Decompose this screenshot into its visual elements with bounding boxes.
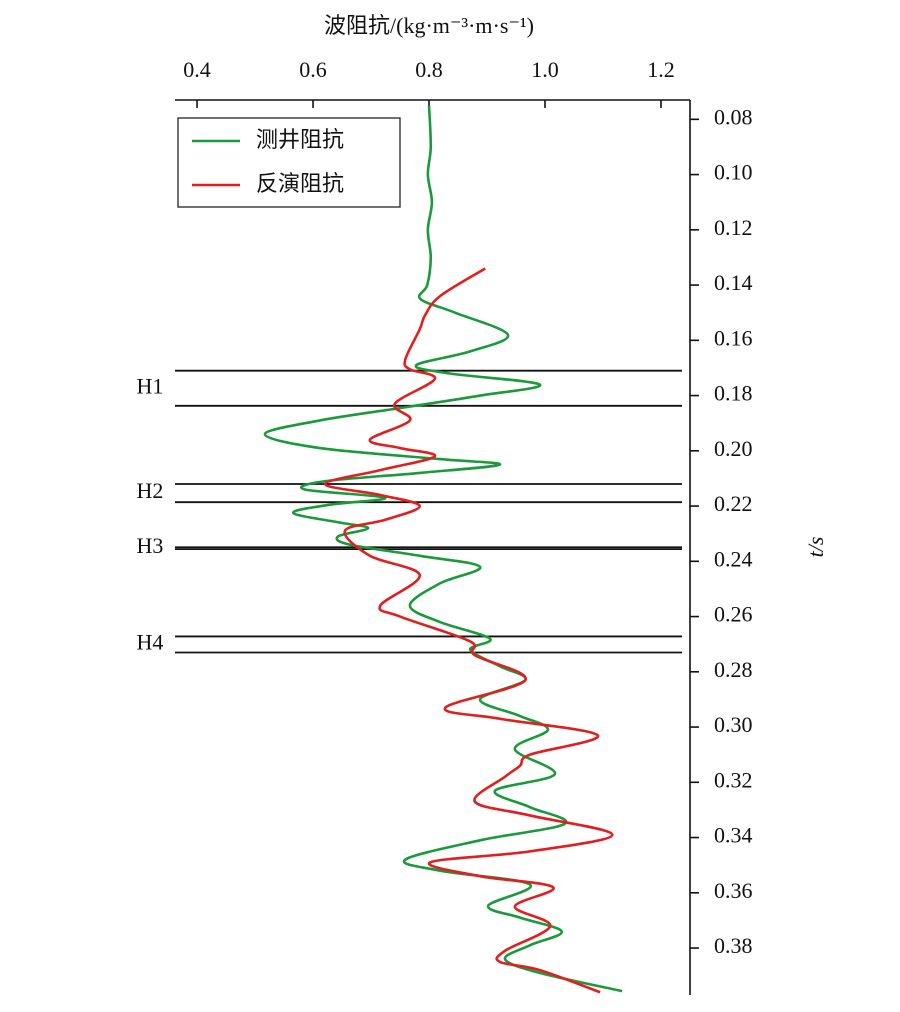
y-tick-label: 0.32 <box>714 767 753 792</box>
horizon-label: H3 <box>137 533 164 558</box>
y-tick-label: 0.38 <box>714 933 753 958</box>
chart-title: 波阻抗/(kg·m⁻³·m·s⁻¹) <box>324 13 534 38</box>
horizon-label: H2 <box>137 478 164 503</box>
y-tick-label: 0.24 <box>714 546 753 571</box>
y-tick-label: 0.12 <box>714 215 753 240</box>
y-tick-label: 0.20 <box>714 436 753 461</box>
y-tick-label: 0.18 <box>714 381 753 406</box>
y-tick-label: 0.36 <box>714 878 753 903</box>
x-tick-label: 0.6 <box>299 57 327 82</box>
legend-box <box>177 117 401 208</box>
horizon-label: H1 <box>137 373 164 398</box>
x-tick-label: 0.8 <box>415 57 443 82</box>
y-tick-label: 0.30 <box>714 712 753 737</box>
y-tick-label: 0.10 <box>714 160 753 185</box>
horizon-label: H4 <box>137 630 164 655</box>
y-tick-label: 0.22 <box>714 491 753 516</box>
x-tick-label: 1.2 <box>647 57 675 82</box>
y-tick-label: 0.08 <box>714 104 753 129</box>
y-axis-label: t/s <box>803 537 828 558</box>
legend-label: 测井阻抗 <box>256 128 344 153</box>
y-tick-label: 0.26 <box>714 602 753 627</box>
series-line <box>323 267 614 994</box>
x-tick-label: 0.4 <box>183 57 211 82</box>
legend-label: 反演阻抗 <box>256 172 344 197</box>
y-tick-label: 0.34 <box>714 823 753 848</box>
x-tick-label: 1.0 <box>531 57 559 82</box>
y-tick-label: 0.16 <box>714 325 753 350</box>
y-tick-label: 0.28 <box>714 657 753 682</box>
y-tick-label: 0.14 <box>714 270 753 295</box>
